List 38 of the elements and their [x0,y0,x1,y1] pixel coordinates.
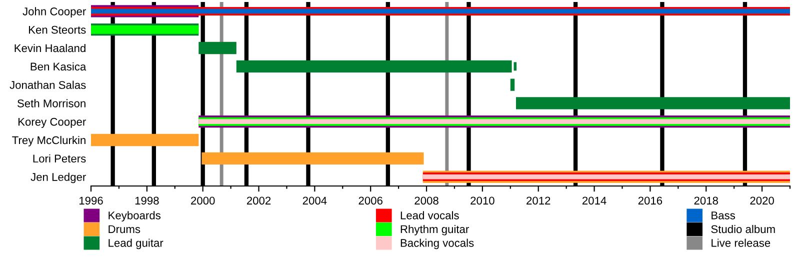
y-tick-label: John Cooper [22,7,86,18]
x-tick-label: 2012 [526,196,550,205]
y-tick-label: Jen Ledger [30,172,86,184]
x-tick-label: 2004 [302,196,327,205]
bar [198,42,236,54]
y-tick-label: Korey Cooper [18,118,86,128]
x-tick-label: 1996 [79,196,103,205]
y-tick-label: Jonathan Salas [10,80,86,89]
legend-label: Studio album [711,224,775,234]
legend-label: Drums [108,225,140,234]
x-tick-label: 1998 [135,196,159,205]
bar [510,78,515,91]
bar [236,60,512,72]
legend-label: Lead vocals [400,211,459,220]
y-tick-label: Seth Morrison [17,99,86,108]
x-tick-label: 2008 [414,196,438,205]
bar [202,152,424,164]
legend-label: Backing vocals [400,238,474,250]
y-tick-label: Lori Peters [33,154,86,163]
x-tick-label: 2010 [470,196,494,205]
legend-label: Lead guitar [108,238,164,250]
legend-label: Keyboards [108,211,160,222]
x-tick-label: 2002 [246,196,271,205]
bar [516,97,790,110]
x-tick-label: 2016 [638,196,662,205]
x-tick-label: 2000 [191,196,215,205]
x-tick-label: 2020 [750,196,774,205]
x-tick-label: 2014 [582,196,606,205]
x-tick-label: 2006 [358,196,382,205]
bar [91,134,199,146]
x-tick-label: 2018 [694,196,718,205]
y-tick-label: Ben Kasica [30,62,86,71]
y-tick-label: Trey McClurkin [12,136,86,146]
legend-label: Rhythm guitar [400,224,469,236]
y-tick-label: Kevin Haaland [14,44,86,52]
y-tick-label: Ken Steorts [28,26,86,34]
legend-label: Live release [712,238,770,247]
legend-label: Bass [712,212,736,220]
